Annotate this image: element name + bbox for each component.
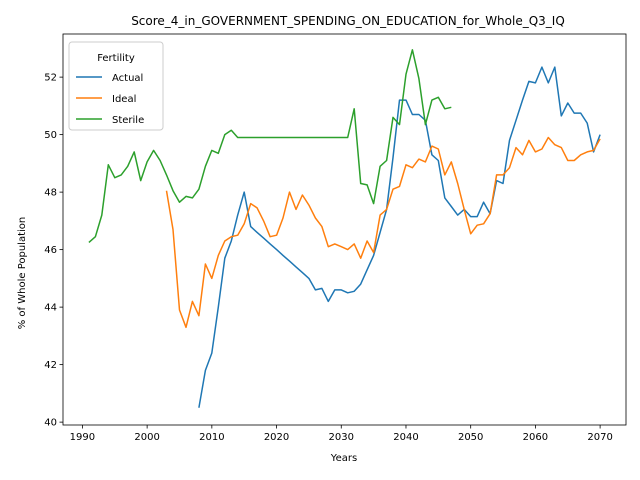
x-tick-label: 2070 — [587, 432, 612, 443]
x-tick-label: 2020 — [264, 432, 289, 443]
y-tick-label: 46 — [44, 245, 57, 256]
y-tick-label: 48 — [44, 188, 57, 199]
x-tick-label: 1990 — [70, 432, 95, 443]
y-tick-label: 42 — [44, 360, 57, 371]
legend-label-actual: Actual — [112, 73, 143, 84]
y-axis-label: % of Whole Population — [17, 217, 28, 330]
x-tick-label: 2030 — [329, 432, 354, 443]
legend-label-ideal: Ideal — [112, 94, 136, 105]
x-tick-label: 2010 — [199, 432, 224, 443]
legend-title: Fertility — [97, 53, 135, 64]
series-line-actual — [198, 66, 601, 408]
legend: Fertility Actual Ideal Sterile — [68, 41, 164, 131]
y-tick-label: 50 — [44, 130, 57, 141]
x-tick-label: 2060 — [523, 432, 548, 443]
y-tick-label: 52 — [44, 73, 57, 84]
x-tick-label: 2050 — [458, 432, 483, 443]
legend-box — [68, 41, 164, 131]
y-tick-label: 44 — [44, 303, 57, 314]
y-tick-label: 40 — [44, 418, 57, 429]
x-axis-label: Years — [330, 453, 357, 464]
chart-title: Score_4_in_GOVERNMENT_SPENDING_ON_EDUCAT… — [131, 14, 565, 28]
x-tick-label: 2000 — [134, 432, 159, 443]
series-line-ideal — [165, 136, 601, 329]
x-tick-label: 2040 — [393, 432, 418, 443]
axes-group: 1990 2000 2010 2020 2030 2040 2050 2060 2070 40 42… — [44, 33, 627, 443]
plot-frame — [62, 33, 627, 426]
legend-label-sterile: Sterile — [112, 115, 144, 126]
series-line-sterile — [88, 49, 452, 243]
plot-series-group — [88, 49, 601, 408]
